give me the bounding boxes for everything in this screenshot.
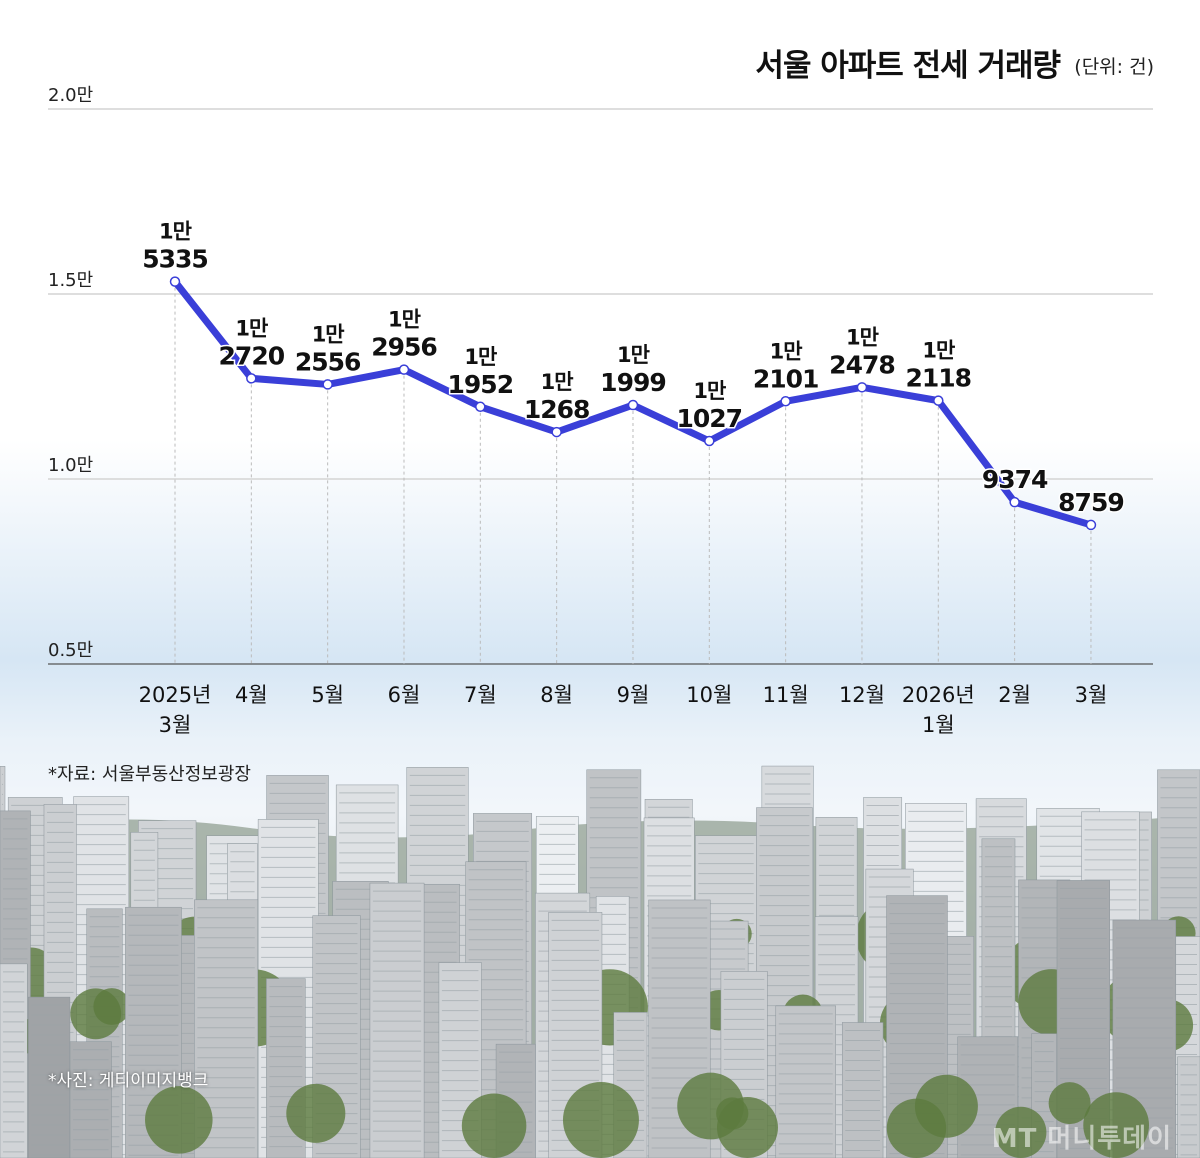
data-point bbox=[780, 396, 791, 407]
building bbox=[28, 996, 71, 1158]
x-tick-label: 2월 bbox=[998, 683, 1031, 707]
data-point bbox=[627, 399, 639, 411]
data-label: 2118 bbox=[906, 364, 972, 393]
data-label: 1만 bbox=[159, 220, 192, 244]
data-label: 1만 bbox=[846, 325, 879, 349]
data-label: 8759 bbox=[1058, 488, 1124, 517]
data-label: 2101 bbox=[753, 364, 819, 393]
data-point bbox=[169, 276, 181, 287]
data-label: 1268 bbox=[524, 395, 590, 424]
tree bbox=[1048, 1082, 1091, 1125]
unit-label: (단위: 건) bbox=[1074, 56, 1154, 78]
y-tick-label: 1.5만 bbox=[48, 270, 93, 291]
x-tick-label: 2025년 bbox=[139, 683, 212, 707]
watermark-logo: MT 머니투데이 bbox=[991, 1124, 1172, 1154]
data-point bbox=[856, 382, 868, 393]
tree bbox=[461, 1093, 527, 1158]
data-label: 2956 bbox=[371, 333, 437, 362]
y-tick-label: 0.5만 bbox=[48, 640, 93, 661]
data-label: 1만 bbox=[693, 379, 726, 403]
data-label: 1만 bbox=[235, 316, 268, 340]
source-note: *자료: 서울부동산정보광장 bbox=[48, 764, 251, 785]
x-tick-label: 1월 bbox=[922, 713, 955, 737]
y-tick-label: 1.0만 bbox=[48, 455, 93, 476]
photo-credit: *사진: 게티이미지뱅크 bbox=[48, 1071, 209, 1091]
tree bbox=[995, 1106, 1047, 1158]
data-label: 1만 bbox=[464, 345, 497, 369]
building bbox=[1177, 1056, 1200, 1158]
data-point bbox=[475, 401, 486, 413]
data-label: 2720 bbox=[219, 341, 285, 370]
x-tick-label: 8월 bbox=[540, 683, 573, 707]
chart-title: 서울 아파트 전세 거래량 bbox=[755, 48, 1061, 84]
x-tick-label: 2026년 bbox=[902, 683, 975, 707]
data-label: 1952 bbox=[448, 370, 514, 399]
data-point bbox=[704, 435, 715, 447]
x-tick-label: 4월 bbox=[235, 683, 268, 707]
x-tick-label: 12월 bbox=[839, 683, 885, 707]
data-label: 2556 bbox=[295, 347, 361, 376]
data-label: 2478 bbox=[829, 350, 895, 379]
data-point bbox=[1009, 496, 1020, 508]
x-tick-label: 3월 bbox=[1075, 683, 1108, 707]
data-label: 1만 bbox=[388, 308, 421, 332]
data-label: 9374 bbox=[982, 465, 1048, 494]
data-point bbox=[246, 373, 257, 384]
x-tick-label: 5월 bbox=[311, 683, 344, 707]
data-point bbox=[933, 395, 944, 406]
x-tick-label: 10월 bbox=[686, 683, 732, 707]
data-label: 1999 bbox=[600, 368, 666, 397]
y-tick-label: 2.0만 bbox=[48, 85, 93, 106]
tree bbox=[562, 1082, 639, 1158]
data-label: 1만 bbox=[770, 339, 803, 363]
x-tick-label: 6월 bbox=[388, 683, 421, 707]
data-label: 1027 bbox=[677, 404, 743, 433]
tree bbox=[716, 1096, 778, 1158]
tree bbox=[1083, 1092, 1150, 1158]
building bbox=[369, 882, 425, 1158]
x-tick-label: 9월 bbox=[617, 683, 650, 707]
tree bbox=[286, 1083, 346, 1143]
tree bbox=[145, 1086, 213, 1154]
data-point bbox=[551, 426, 562, 438]
building bbox=[0, 963, 28, 1158]
tree bbox=[914, 1074, 978, 1138]
data-label: 1만 bbox=[541, 370, 574, 394]
data-point bbox=[1085, 519, 1097, 531]
x-tick-label: 7월 bbox=[464, 683, 497, 707]
line-chart: 0.5만 1.0만 1.5만 2.0만 2025년 3월 4월 5월 6월 7월 8월 9월 10월 1… bbox=[48, 85, 1153, 737]
data-point bbox=[398, 364, 410, 375]
tree bbox=[70, 988, 122, 1040]
x-tick-label: 3월 bbox=[159, 713, 192, 737]
data-point bbox=[322, 379, 333, 390]
data-label: 5335 bbox=[142, 245, 208, 274]
x-tick-label: 11월 bbox=[763, 683, 809, 707]
data-label: 1만 bbox=[922, 339, 955, 363]
data-label: 1만 bbox=[617, 343, 650, 367]
data-label: 1만 bbox=[312, 322, 345, 346]
building bbox=[775, 1005, 836, 1158]
